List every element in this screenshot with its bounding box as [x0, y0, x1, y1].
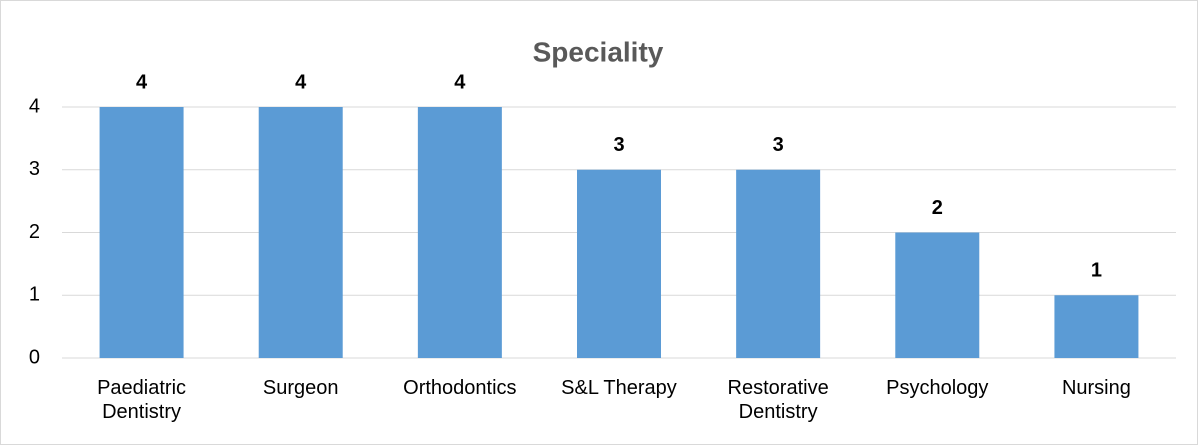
bar	[1054, 295, 1139, 358]
chart-title: Speciality	[533, 36, 664, 67]
bar	[417, 107, 502, 358]
x-tick-label: Surgeon	[262, 377, 339, 399]
data-label: 1	[1091, 260, 1102, 282]
x-tick-label: Orthodontics	[403, 377, 517, 399]
data-label: 4	[295, 71, 307, 93]
bar	[258, 107, 343, 358]
y-tick-label: 2	[29, 221, 40, 243]
y-tick-label: 3	[29, 158, 40, 180]
data-label: 4	[136, 71, 148, 93]
data-label: 3	[613, 134, 624, 156]
bar	[99, 107, 184, 358]
bar	[895, 232, 980, 358]
x-tick-label: S&L Therapy	[561, 377, 677, 399]
y-tick-label: 4	[29, 95, 40, 117]
x-tick-label: Psychology	[886, 377, 989, 399]
y-tick-label: 1	[29, 284, 40, 306]
data-label: 2	[932, 197, 943, 219]
bar	[577, 169, 661, 358]
x-tick-label: Nursing	[1061, 377, 1131, 399]
y-tick-label: 0	[29, 346, 40, 368]
x-tick-label: Restorative Dentistry	[727, 377, 829, 423]
bar	[736, 169, 821, 358]
data-label: 3	[773, 134, 784, 156]
x-tick-label: Paediatric Dentistry	[97, 377, 187, 423]
data-label: 4	[454, 71, 466, 93]
